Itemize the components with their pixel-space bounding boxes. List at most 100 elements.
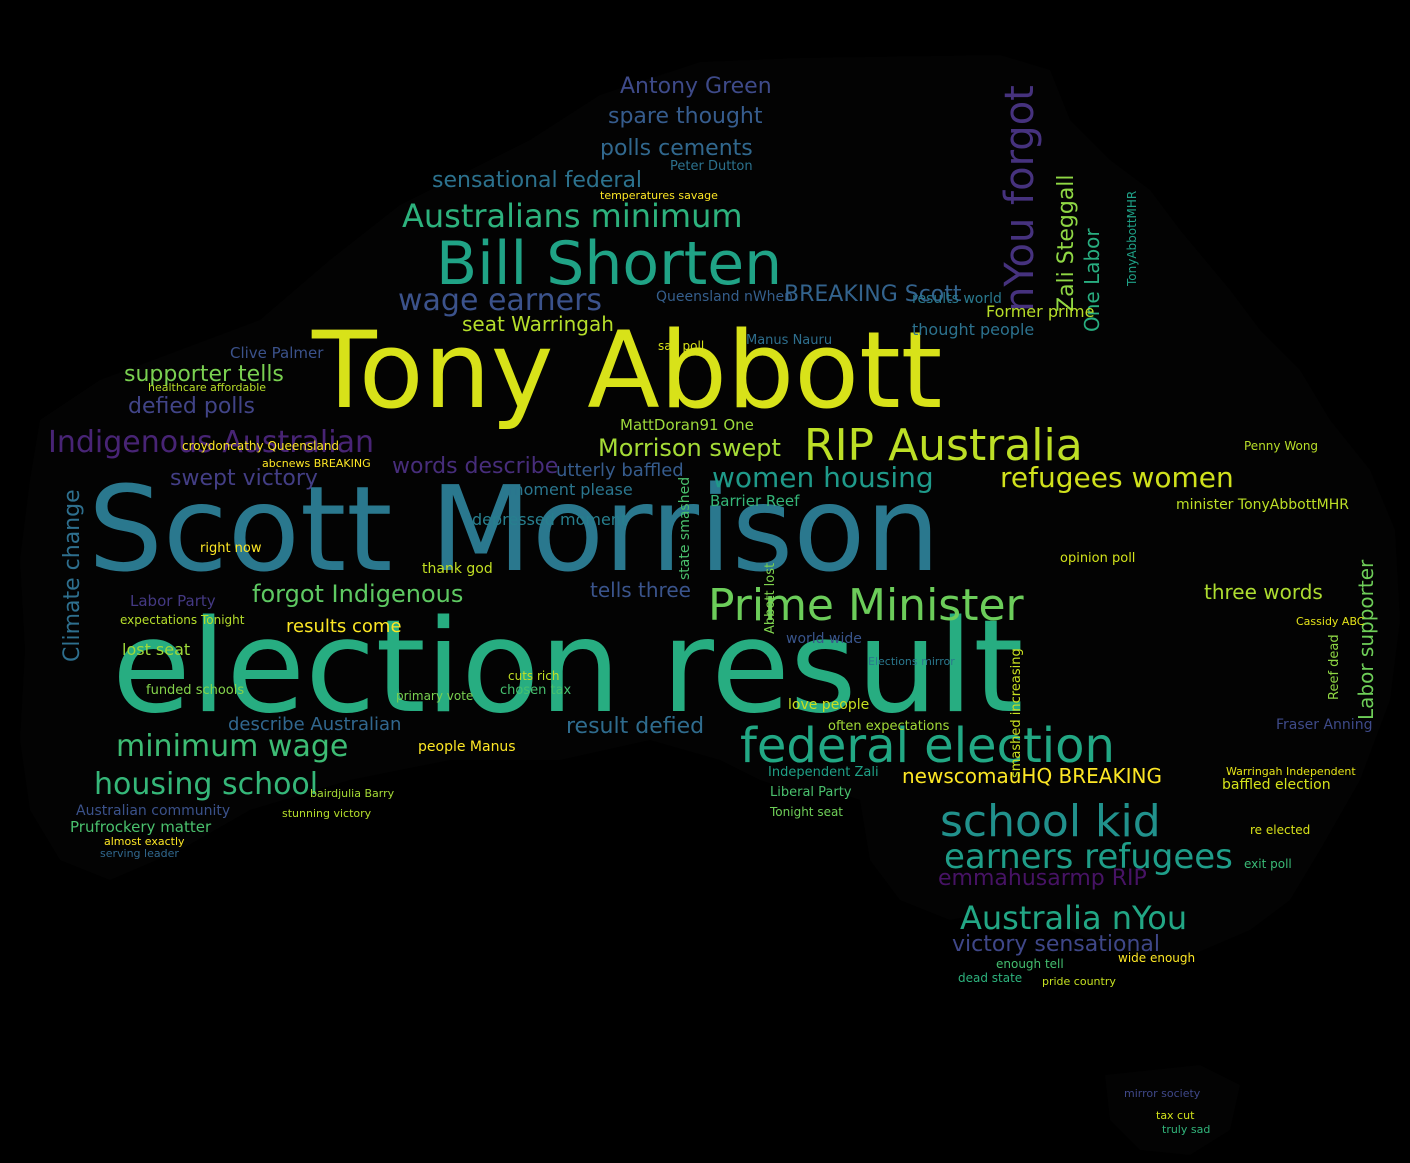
cloud-word: Clive Palmer xyxy=(230,344,324,362)
cloud-word: moment please xyxy=(508,480,633,499)
cloud-word: supporter tells xyxy=(124,362,284,387)
cloud-word: Australian community xyxy=(76,803,231,819)
cloud-word: women housing xyxy=(712,461,934,494)
cloud-word: seat Warringah xyxy=(462,312,614,336)
cloud-word: results come xyxy=(286,616,402,637)
cloud-word: results world xyxy=(912,291,1002,307)
cloud-word: refugees women xyxy=(1000,461,1234,494)
cloud-word: federal election xyxy=(740,718,1115,774)
cloud-word: tax cut xyxy=(1156,1109,1195,1122)
cloud-word-vertical: Climate change xyxy=(60,489,85,662)
cloud-word: Fraser Anning xyxy=(1276,717,1373,733)
cloud-word: chosen tax xyxy=(500,683,572,698)
cloud-word: sensational federal xyxy=(432,168,643,193)
cloud-word: funded schools xyxy=(146,683,245,698)
cloud-word: Antony Green xyxy=(620,74,772,99)
cloud-word: love people xyxy=(788,697,870,713)
cloud-word: three words xyxy=(1204,580,1323,604)
cloud-word: almost exactly xyxy=(104,835,185,848)
cloud-word: emmahusarmp RIP xyxy=(938,866,1147,891)
cloud-word: opinion poll xyxy=(1060,551,1136,566)
cloud-word: polls cements xyxy=(600,136,753,161)
cloud-word: swept victory xyxy=(170,466,318,491)
cloud-word: Liberal Party xyxy=(770,785,852,800)
cloud-word: Labor Party xyxy=(130,592,216,610)
cloud-word: croydoncathy Queensland xyxy=(182,439,340,453)
cloud-word-vertical: Labor supporter xyxy=(1354,559,1378,720)
cloud-word: Former prime xyxy=(986,302,1095,321)
cloud-word: housing school xyxy=(94,767,319,802)
cloud-word: baffled election xyxy=(1222,777,1331,793)
cloud-word: Penny Wong xyxy=(1244,439,1319,453)
cloud-word: Peter Dutton xyxy=(670,159,753,174)
cloud-word: result defied xyxy=(566,714,705,739)
cloud-word: healthcare affordable xyxy=(148,381,267,394)
cloud-word: Cassidy ABC xyxy=(1296,615,1365,628)
cloud-word: Bill Shorten xyxy=(436,229,783,299)
cloud-word-vertical: smashed increasing xyxy=(1009,648,1024,778)
cloud-word: thought people xyxy=(912,320,1035,339)
cloud-word: thank god xyxy=(422,561,493,577)
cloud-word: abcnews BREAKING xyxy=(262,457,371,470)
cloud-word: Indigenous Australian xyxy=(48,425,375,460)
cloud-word: Prufrockery matter xyxy=(70,818,212,836)
cloud-word: serving leader xyxy=(100,847,179,860)
cloud-word: Tony Abbott xyxy=(312,309,943,432)
cloud-word: cuts rich xyxy=(508,669,560,683)
cloud-word: stunning victory xyxy=(282,807,372,820)
cloud-word: exit poll xyxy=(1244,857,1292,871)
cloud-word: enough tell xyxy=(996,957,1064,971)
cloud-word: Scott Morrison xyxy=(88,460,941,598)
cloud-word: pride country xyxy=(1042,975,1116,988)
cloud-word: Queensland nWhen xyxy=(656,289,794,305)
cloud-word: primary vote xyxy=(396,689,474,703)
cloud-word: wage earners xyxy=(398,283,603,318)
cloud-word: bairdjulia Barry xyxy=(310,787,395,800)
cloud-word: Australia nYou xyxy=(960,899,1188,937)
cloud-word: newscomauHQ BREAKING xyxy=(902,764,1162,788)
cloud-word-vertical: state smashed xyxy=(677,476,693,580)
cloud-word: BREAKING Scott xyxy=(784,282,962,307)
cloud-word: often expectations xyxy=(828,719,950,734)
cloud-word-vertical: TonyAbbottMHR xyxy=(1125,190,1139,286)
cloud-word: Prime Minister xyxy=(708,580,1024,631)
cloud-word: victory sensational xyxy=(952,932,1160,957)
cloud-word: Australians minimum xyxy=(402,197,743,235)
cloud-word: wide enough xyxy=(1118,951,1196,965)
cloud-word-vertical: Zali Steggall xyxy=(1054,174,1079,312)
cloud-word: truly sad xyxy=(1162,1123,1211,1136)
cloud-word: re elected xyxy=(1250,823,1311,837)
cloud-word: depressed moment xyxy=(472,510,628,529)
cloud-word: Tonight seat xyxy=(770,805,844,819)
cloud-word: Independent Zali xyxy=(768,765,879,780)
cloud-word: Barrier Reef xyxy=(710,492,800,510)
cloud-word-vertical: Abbott lost xyxy=(763,562,778,634)
cloud-word: Manus Nauru xyxy=(746,333,833,348)
cloud-word: right now xyxy=(200,541,262,556)
cloud-word: tells three xyxy=(590,578,691,602)
cloud-word: RIP Australia xyxy=(804,420,1083,471)
cloud-word: dead state xyxy=(958,971,1023,985)
cloud-word: mirror society xyxy=(1124,1087,1201,1100)
cloud-word: temperatures savage xyxy=(600,189,718,202)
cloud-word: utterly baffled xyxy=(556,460,684,481)
cloud-word-vertical: nYou forgot xyxy=(997,85,1043,312)
cloud-word: describe Australian xyxy=(228,714,402,735)
cloud-word: earners refugees xyxy=(944,837,1233,877)
cloud-word: election result xyxy=(112,593,1024,742)
cloud-word: minimum wage xyxy=(116,729,349,764)
cloud-word: spare thought xyxy=(608,104,763,129)
cloud-word-vertical: Reef dead xyxy=(1327,634,1342,700)
cloud-word: say poll xyxy=(658,339,705,353)
cloud-word: forgot Indigenous xyxy=(252,580,464,608)
cloud-word: people Manus xyxy=(418,739,516,755)
cloud-word: Morrison swept xyxy=(598,434,781,462)
cloud-word: minister TonyAbbottMHR xyxy=(1176,497,1350,513)
cloud-word: school kid xyxy=(940,796,1161,847)
cloud-word: world wide xyxy=(786,631,862,647)
cloud-word: Elections mirror xyxy=(868,655,955,668)
cloud-word: lost seat xyxy=(122,640,191,659)
cloud-word: defied polls xyxy=(128,394,255,419)
